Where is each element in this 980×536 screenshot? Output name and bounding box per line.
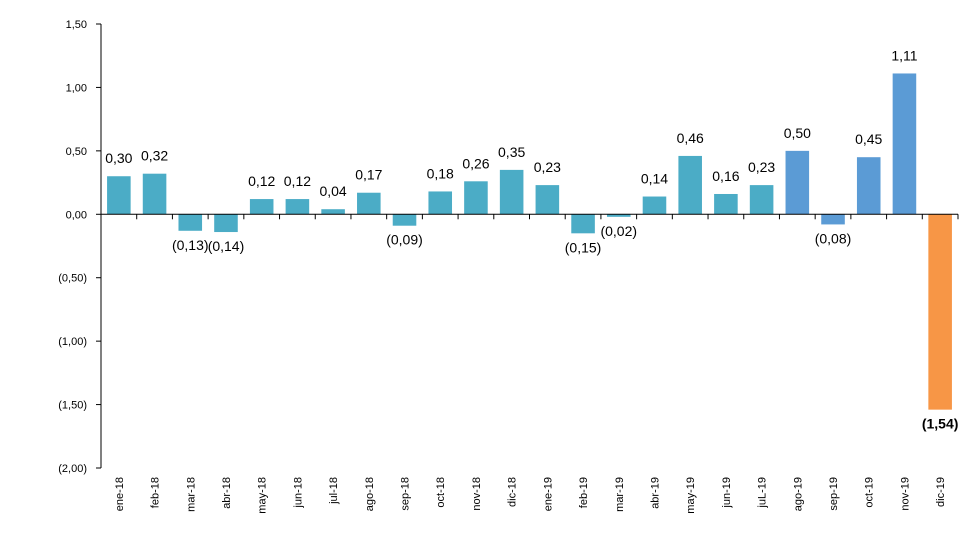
data-label: (0,09) <box>386 232 423 248</box>
x-tick-label: ago-18 <box>364 477 376 511</box>
x-tick-label: juL-19 <box>757 477 769 509</box>
bar-juL-19 <box>749 185 774 215</box>
data-label: 0,04 <box>319 183 346 199</box>
x-axis: ene-18 feb-18 mar-18 abr-18 may-18 jun-18 jul-… <box>100 213 959 514</box>
data-label: 0,23 <box>748 159 775 175</box>
data-label: (0,14) <box>208 238 245 254</box>
bar-abr-19 <box>642 196 667 215</box>
y-tick-label: (0,50) <box>58 273 87 285</box>
x-tick-label: abr-19 <box>649 477 661 509</box>
x-tick-label: jul-18 <box>328 477 340 505</box>
data-labels-group: 0,30 0,32 (0,13) (0,14) 0,12 0,12 0,04 0,17 (0,0… <box>105 47 958 431</box>
bar-feb-18 <box>142 173 167 215</box>
x-tick-label: feb-19 <box>578 477 590 508</box>
x-tick-label: oct-19 <box>864 477 876 508</box>
data-label: 0,50 <box>784 125 811 141</box>
y-tick-label: (1,00) <box>58 336 87 348</box>
bar-nov-19 <box>892 73 917 215</box>
data-label: 0,35 <box>498 144 525 160</box>
bar-ago-18 <box>357 192 381 215</box>
data-label: (1,54) <box>922 416 959 432</box>
bar-abr-18 <box>214 214 238 233</box>
data-label: 0,45 <box>855 131 882 147</box>
x-tick-label: may-19 <box>685 477 697 514</box>
bar-jun-19 <box>714 193 738 215</box>
bar-oct-19 <box>856 157 881 215</box>
x-tick-label: oct-18 <box>435 477 447 508</box>
y-tick-label: (1,50) <box>58 400 87 412</box>
data-label: 0,18 <box>427 165 454 181</box>
bar-nov-18 <box>464 181 488 215</box>
x-tick-label: jun-18 <box>292 477 304 509</box>
data-label: 0,32 <box>141 148 168 164</box>
x-tick-label: nov-18 <box>471 477 483 511</box>
x-tick-label: sep-18 <box>400 477 412 511</box>
data-label: (0,08) <box>815 230 852 246</box>
bar-ago-19 <box>785 150 810 215</box>
bar-mar-18 <box>178 214 203 231</box>
bar-dic-18 <box>499 169 524 215</box>
bar-ene-18 <box>107 176 131 215</box>
data-label: 0,17 <box>355 167 382 183</box>
y-tick-label: 1,00 <box>66 82 87 94</box>
bar-ene-19 <box>535 185 560 215</box>
data-label: 0,16 <box>712 168 739 184</box>
data-label: 0,46 <box>677 130 704 146</box>
x-tick-label: jun-19 <box>721 477 733 509</box>
bar-mar-19 <box>606 214 631 217</box>
x-tick-label: feb-18 <box>150 477 162 508</box>
y-axis: 1,50 1,00 0,50 0,00 (0,50) (1,00) (1,50) (2,00) <box>58 19 102 475</box>
bar-may-18 <box>249 199 274 215</box>
bar-jul-18 <box>321 209 345 215</box>
bar-feb-19 <box>571 214 595 234</box>
x-tick-label: dic-18 <box>507 477 519 507</box>
y-tick-label: 1,50 <box>66 19 87 31</box>
y-tick-label: 0,50 <box>66 146 87 158</box>
data-label: (0,15) <box>565 239 602 255</box>
bar-sep-19 <box>821 214 845 225</box>
y-tick-label: 0,00 <box>66 209 87 221</box>
data-label: 0,12 <box>284 173 311 189</box>
y-tick-label: (2,00) <box>58 463 87 475</box>
x-tick-label: sep-19 <box>828 477 840 511</box>
data-label: 1,11 <box>891 47 917 63</box>
data-label: 0,14 <box>641 171 668 187</box>
x-tick-label: ago-19 <box>792 477 804 511</box>
x-tick-label: mar-18 <box>185 477 197 512</box>
data-label: (0,02) <box>600 223 637 239</box>
bar-sep-18 <box>392 214 417 226</box>
data-label: (0,13) <box>172 237 209 253</box>
x-tick-label: abr-18 <box>221 477 233 509</box>
data-label: 0,23 <box>534 159 561 175</box>
bar-jun-18 <box>285 199 310 215</box>
x-tick-label: mar-19 <box>614 477 626 512</box>
x-tick-label: nov-19 <box>899 477 911 511</box>
data-label: 0,30 <box>105 150 132 166</box>
bar-dic-19 <box>928 214 952 410</box>
data-label: 0,26 <box>462 155 489 171</box>
x-tick-label: may-18 <box>257 477 269 514</box>
x-tick-label: dic-19 <box>935 477 947 507</box>
data-label: 0,12 <box>248 173 275 189</box>
bar-may-19 <box>678 155 702 215</box>
x-tick-label: ene-18 <box>114 477 126 511</box>
bar-oct-18 <box>428 191 453 215</box>
bars-group <box>107 73 952 410</box>
x-tick-label: ene-19 <box>542 477 554 511</box>
